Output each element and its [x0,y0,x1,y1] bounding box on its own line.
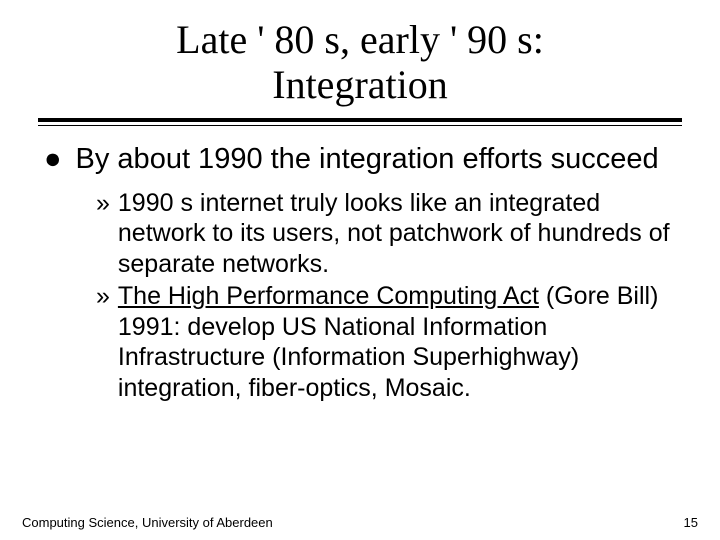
bullet-level-2-item: » The High Performance Computing Act (Go… [96,281,682,403]
footer-left: Computing Science, University of Aberdee… [22,515,273,530]
title-line-1: Late ' 80 s, early ' 90 s: [38,18,682,63]
rule-thin [38,125,682,126]
slide-body: ● By about 1990 the integration efforts … [38,142,682,404]
chevron-right-icon: » [96,188,110,219]
slide-title: Late ' 80 s, early ' 90 s: Integration [38,18,682,108]
chevron-right-icon: » [96,281,110,312]
bullet-level-1: ● By about 1990 the integration efforts … [44,142,682,176]
title-line-2: Integration [38,63,682,108]
slide-footer: Computing Science, University of Aberdee… [22,515,698,530]
slide: Late ' 80 s, early ' 90 s: Integration ●… [0,0,720,540]
bullet-dot-icon: ● [44,142,62,176]
bullet-level-2-item: » 1990 s internet truly looks like an in… [96,188,682,280]
bullet-level-2-group: » 1990 s internet truly looks like an in… [96,188,682,404]
level2-text: The High Performance Computing Act (Gore… [118,281,682,403]
page-number: 15 [684,515,698,530]
level2-text: 1990 s internet truly looks like an inte… [118,188,682,280]
title-rule [38,118,682,126]
underlined-link-text: The High Performance Computing Act [118,282,539,310]
level1-text: By about 1990 the integration efforts su… [76,142,659,176]
